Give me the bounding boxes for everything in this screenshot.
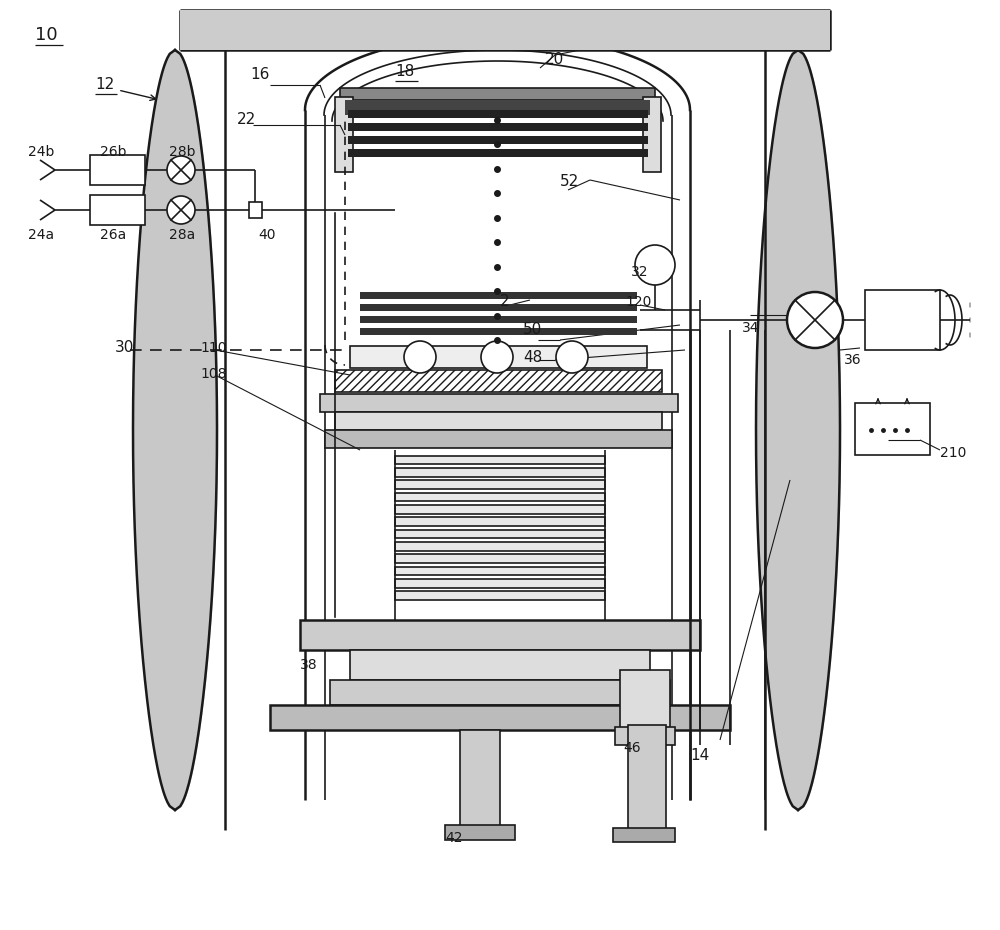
Text: 52: 52 — [560, 175, 579, 190]
Text: 48: 48 — [523, 350, 542, 365]
Bar — [460, 730, 500, 830]
Text: 22: 22 — [237, 113, 256, 127]
Bar — [360, 316, 637, 323]
Text: 12: 12 — [95, 77, 114, 92]
Text: 14: 14 — [690, 748, 709, 763]
Bar — [320, 394, 678, 412]
Bar — [395, 530, 605, 538]
Circle shape — [167, 156, 195, 184]
Bar — [395, 481, 605, 489]
Text: 38: 38 — [300, 658, 318, 672]
Bar — [325, 430, 672, 448]
Bar — [445, 825, 515, 840]
Text: 20: 20 — [545, 52, 564, 68]
Text: 16: 16 — [250, 68, 269, 83]
Circle shape — [481, 341, 513, 373]
Text: 26a: 26a — [100, 228, 126, 242]
Text: 34: 34 — [742, 321, 760, 335]
Bar — [395, 456, 605, 464]
Text: 30: 30 — [115, 339, 134, 354]
Bar — [360, 328, 637, 335]
Bar — [615, 727, 675, 745]
Bar — [395, 517, 605, 526]
Bar — [643, 97, 661, 172]
Bar — [335, 370, 662, 392]
Bar — [90, 155, 145, 185]
Bar — [395, 493, 605, 501]
Text: 26b: 26b — [100, 145, 126, 159]
Bar — [348, 110, 648, 118]
Bar — [300, 620, 700, 650]
Text: 42: 42 — [445, 831, 462, 845]
Bar — [395, 505, 605, 513]
Text: 120: 120 — [625, 295, 651, 309]
Text: 50: 50 — [523, 323, 542, 338]
Circle shape — [167, 196, 195, 224]
Bar — [613, 828, 675, 842]
Circle shape — [556, 341, 588, 373]
Circle shape — [404, 341, 436, 373]
Bar — [335, 97, 353, 172]
Bar — [348, 149, 648, 157]
Text: 24a: 24a — [28, 228, 54, 242]
Bar — [395, 554, 605, 563]
Text: 24b: 24b — [28, 145, 54, 159]
Bar — [348, 136, 648, 144]
Bar — [249, 202, 262, 218]
Bar — [330, 680, 670, 705]
Bar — [270, 705, 730, 730]
Bar — [865, 290, 940, 350]
Text: 28b: 28b — [169, 145, 196, 159]
Bar — [395, 566, 605, 576]
Bar — [348, 123, 648, 131]
Bar — [620, 670, 670, 730]
Text: 210: 210 — [940, 446, 966, 460]
Bar — [335, 412, 662, 430]
Bar — [395, 591, 605, 600]
Text: 10: 10 — [35, 26, 58, 44]
Circle shape — [787, 292, 843, 348]
Text: 18: 18 — [395, 64, 414, 79]
Bar — [628, 725, 666, 830]
Text: 108: 108 — [200, 367, 226, 381]
Text: 46: 46 — [623, 741, 641, 755]
Bar — [395, 579, 605, 588]
Text: 2: 2 — [500, 295, 510, 310]
Text: 32: 32 — [631, 265, 648, 279]
Bar — [395, 542, 605, 551]
Bar — [345, 100, 650, 115]
Bar — [180, 10, 830, 50]
Bar — [90, 195, 145, 225]
Text: 110: 110 — [200, 341, 226, 355]
Bar — [360, 304, 637, 311]
Bar — [855, 403, 930, 455]
Text: 28a: 28a — [169, 228, 195, 242]
Bar — [395, 468, 605, 477]
Text: 36: 36 — [844, 353, 862, 367]
Text: 40: 40 — [258, 228, 276, 242]
Circle shape — [635, 245, 675, 285]
Bar — [340, 88, 655, 100]
Bar — [350, 650, 650, 680]
Bar — [360, 292, 637, 299]
Bar — [350, 346, 647, 368]
